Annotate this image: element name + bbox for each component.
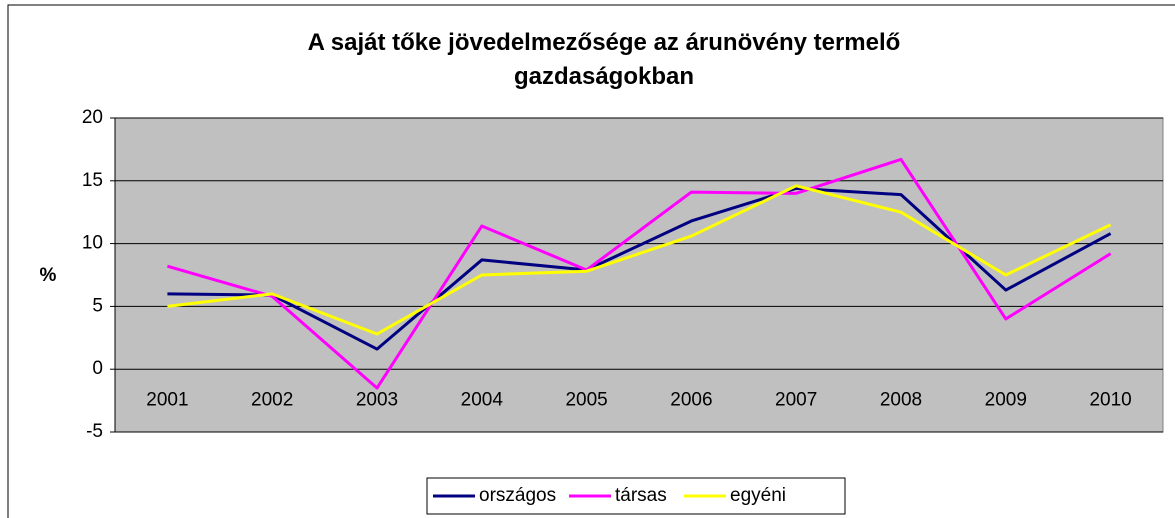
legend (426, 477, 846, 515)
x-tick-label: 2009 (985, 390, 1027, 411)
x-tick-label: 2006 (670, 390, 712, 411)
x-tick-label: 2005 (565, 390, 607, 411)
x-tick-label: 2004 (461, 390, 504, 411)
y-axis-label: % (40, 265, 57, 286)
legend-label: társas (615, 485, 667, 506)
x-tick-label: 2003 (356, 390, 398, 411)
y-tick-label: 15 (82, 170, 103, 191)
x-tick-label: 2002 (251, 390, 293, 411)
x-tick-label: 2007 (775, 390, 817, 411)
chart-title: A saját tőke jövedelmezősége az árunövén… (307, 29, 901, 90)
legend-label: országos (479, 485, 556, 506)
y-tick-label: 20 (82, 107, 103, 128)
series-line (167, 184, 1112, 336)
x-tick-label: 2001 (146, 390, 188, 411)
y-tick-label: 10 (82, 233, 103, 254)
series-line (166, 157, 1112, 390)
legend-label: egyéni (730, 485, 786, 506)
y-tick-label: -5 (86, 421, 103, 442)
y-tick-label: 0 (92, 358, 103, 379)
x-tick-label: 2010 (1089, 390, 1131, 411)
x-tick-label: 2008 (880, 390, 922, 411)
y-tick-label: 5 (92, 295, 103, 316)
